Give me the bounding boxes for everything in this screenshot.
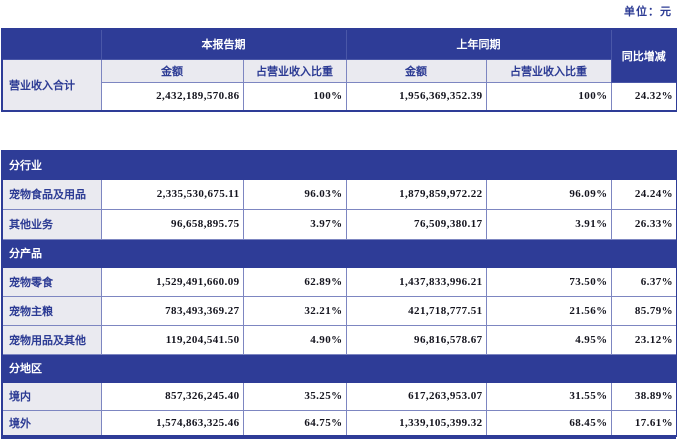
section-header-by-region: 分地区 [1, 353, 677, 383]
cell-current-amount: 783,493,369.27 [100, 295, 244, 326]
subheader-amount-prior: 金额 [345, 58, 487, 83]
header-prior-period: 上年同期 [345, 28, 612, 60]
cell-prior-amount: 1,339,105,399.32 [345, 409, 487, 437]
summary-subheader-row: 营业收入合计 金额 占营业收入比重 金额 占营业收入比重 [1, 58, 677, 112]
cell-current-amount: 2,432,189,570.86 [100, 81, 244, 112]
cell-current-amount: 1,529,491,660.09 [100, 266, 244, 297]
cell-prior-amount: 96,816,578.67 [345, 324, 487, 355]
cell-current-share: 3.97% [242, 208, 347, 240]
cell-prior-share: 96.09% [485, 178, 612, 210]
cell-prior-amount: 421,718,777.51 [345, 295, 487, 326]
row-label: 宠物食品及用品 [1, 178, 102, 210]
cell-current-share: 96.03% [242, 178, 347, 210]
row-label: 境内 [1, 381, 102, 411]
cell-prior-share: 68.45% [485, 409, 612, 437]
row-label: 宠物用品及其他 [1, 324, 102, 355]
summary-header-row: 本报告期 上年同期 同比增减 [1, 28, 677, 83]
cell-current-share: 64.75% [242, 409, 347, 437]
cell-current-share: 35.25% [242, 381, 347, 411]
header-current-period: 本报告期 [100, 28, 347, 60]
total-revenue-row: 2,432,189,570.86 100% 1,956,369,352.39 1… [2, 81, 677, 112]
row-label: 宠物零食 [1, 266, 102, 297]
table-row: 宠物零食 1,529,491,660.09 62.89% 1,437,833,9… [1, 266, 677, 297]
cell-prior-share: 21.56% [485, 295, 612, 326]
table-row: 宠物食品及用品 2,335,530,675.11 96.03% 1,879,85… [1, 178, 677, 210]
cell-prior-share: 4.95% [485, 324, 612, 355]
header-yoy-change: 同比增减 [610, 28, 677, 83]
table-row: 宠物用品及其他 119,204,541.50 4.90% 96,816,578.… [1, 324, 677, 355]
cell-current-amount: 2,335,530,675.11 [100, 178, 244, 210]
cell-current-amount: 96,658,895.75 [100, 208, 244, 240]
cell-prior-amount: 617,263,953.07 [345, 381, 487, 411]
row-label-total-revenue: 营业收入合计 [1, 58, 102, 112]
cell-prior-share: 3.91% [485, 208, 612, 240]
cell-current-share: 62.89% [242, 266, 347, 297]
section-row-by-product: 分产品 [1, 238, 677, 268]
table-row: 其他业务 96,658,895.75 3.97% 76,509,380.17 3… [1, 208, 677, 240]
cell-yoy: 85.79% [610, 295, 677, 326]
cell-current-share: 100% [242, 81, 347, 112]
cell-prior-share: 73.50% [485, 266, 612, 297]
unit-label: 单位：元 [624, 6, 672, 18]
row-label: 宠物主粮 [1, 295, 102, 326]
cell-prior-amount: 1,437,833,996.21 [345, 266, 487, 297]
subheader-share-current: 占营业收入比重 [242, 58, 347, 83]
next-section-header-partial [1, 437, 676, 439]
cell-yoy: 24.32% [610, 81, 677, 112]
table-row: 境内 857,326,245.40 35.25% 617,263,953.07 … [1, 381, 677, 411]
section-header-by-product: 分产品 [1, 238, 677, 268]
cell-prior-amount: 1,956,369,352.39 [345, 81, 487, 112]
cell-current-amount: 1,574,863,325.46 [100, 409, 244, 437]
table-row: 宠物主粮 783,493,369.27 32.21% 421,718,777.5… [1, 295, 677, 326]
cell-current-share: 4.90% [242, 324, 347, 355]
cell-yoy: 6.37% [610, 266, 677, 297]
cell-current-amount: 857,326,245.40 [100, 381, 244, 411]
header-blank-cell [1, 28, 102, 60]
cell-prior-share: 31.55% [485, 381, 612, 411]
section-row-by-industry: 分行业 [1, 150, 677, 180]
revenue-breakdown-table: 分行业 宠物食品及用品 2,335,530,675.11 96.03% 1,87… [1, 150, 677, 437]
cell-yoy: 17.61% [610, 409, 677, 437]
revenue-summary-table: 本报告期 上年同期 同比增减 营业收入合计 金额 占营业收入比重 金额 占营业收… [1, 28, 677, 112]
cell-yoy: 38.89% [610, 381, 677, 411]
row-label: 其他业务 [1, 208, 102, 240]
cell-current-share: 32.21% [242, 295, 347, 326]
section-row-by-region: 分地区 [1, 353, 677, 383]
cell-prior-share: 100% [485, 81, 612, 112]
cell-prior-amount: 76,509,380.17 [345, 208, 487, 240]
section-header-by-industry: 分行业 [1, 150, 677, 180]
cell-current-amount: 119,204,541.50 [100, 324, 244, 355]
table-row: 境外 1,574,863,325.46 64.75% 1,339,105,399… [1, 409, 677, 437]
cell-yoy: 24.24% [610, 178, 677, 210]
row-label: 境外 [1, 409, 102, 437]
cell-yoy: 26.33% [610, 208, 677, 240]
subheader-amount-current: 金额 [100, 58, 244, 83]
subheader-share-prior: 占营业收入比重 [485, 58, 612, 83]
cell-yoy: 23.12% [610, 324, 677, 355]
cell-prior-amount: 1,879,859,972.22 [345, 178, 487, 210]
